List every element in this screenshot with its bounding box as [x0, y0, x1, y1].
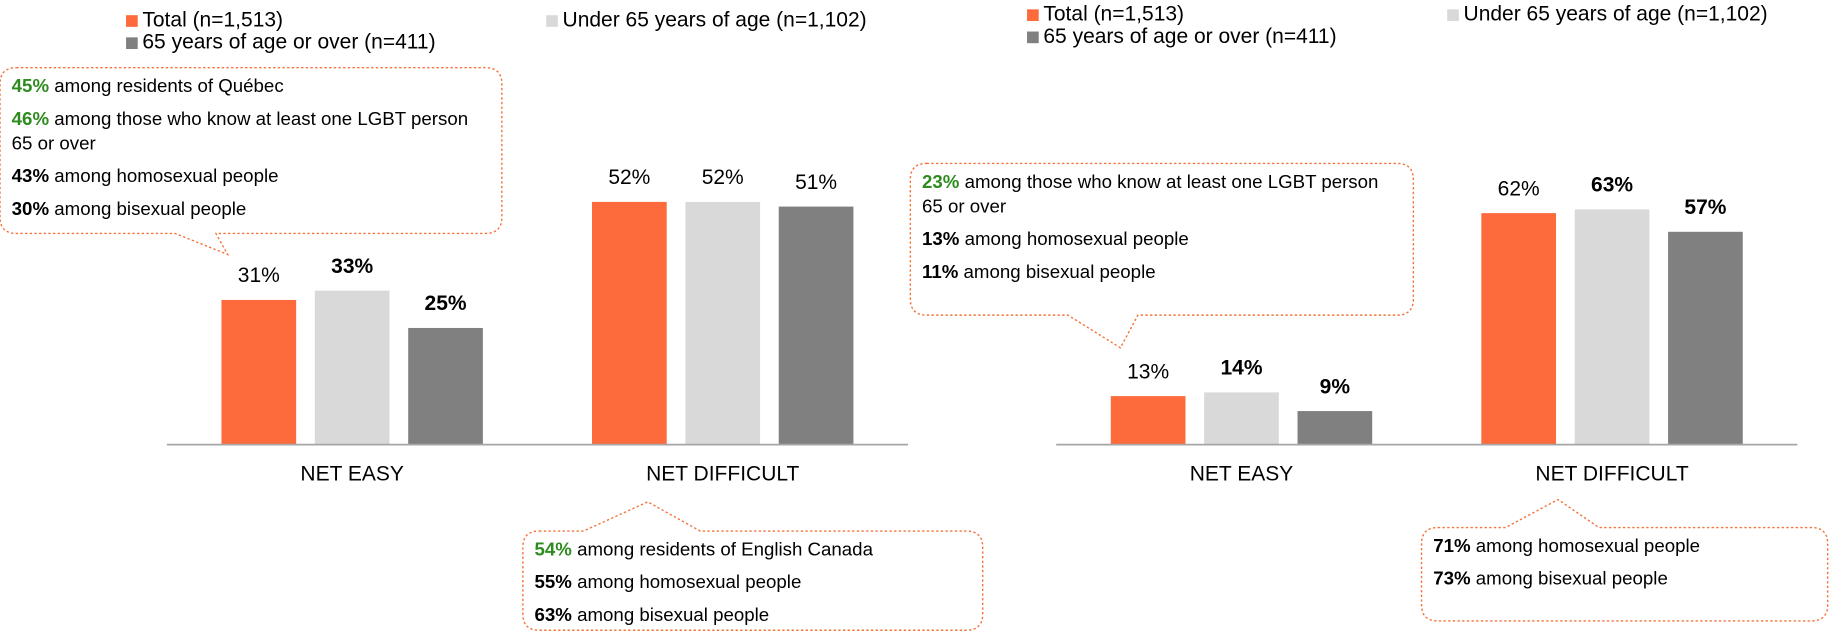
legend-label: 65 years of age or over (n=411) [142, 31, 435, 54]
callout-text: 23% among those who know at least one LG… [922, 170, 1404, 284]
legend-swatch [1027, 9, 1039, 22]
callout-box [0, 67, 503, 256]
callout-text-part: among homosexual people [964, 229, 1189, 250]
x-tick-label: NET EASY [300, 463, 403, 486]
callout-item: 13% among homosexual people [922, 228, 1404, 253]
callout-text-part: among homosexual people [1475, 536, 1701, 557]
legend-swatch [546, 15, 558, 27]
callout-text-part: among those who know at least one LGBT p… [922, 172, 1379, 218]
bar [1574, 209, 1650, 445]
callout-text-part: among homosexual people [577, 573, 802, 593]
x-tick-label: NET DIFFICULT [646, 463, 799, 486]
callout-item: 30% among bisexual people [12, 197, 493, 222]
bar [1668, 231, 1743, 445]
callout-item: 73% among bisexual people [1433, 567, 1818, 592]
data-label: 14% [1220, 357, 1262, 380]
chart: Total (n=1,513) Under 65 years of age (n=… [909, 3, 1829, 622]
callout-item: 43% among homosexual people [12, 165, 493, 190]
callout-text-part: among bisexual people [963, 262, 1156, 283]
callout-value: 45% [11, 77, 50, 97]
callout-text-part: among bisexual people [577, 605, 770, 626]
callout-item: 63% among bisexual people [535, 603, 974, 628]
callout-value: 55% [534, 573, 572, 593]
callout-box [909, 162, 1415, 349]
callout-list: 71% among homosexual people 73% among bis… [1433, 535, 1818, 592]
legend-label: Under 65 years of age (n=1,102) [1464, 3, 1768, 26]
callout-item: 71% among homosexual people [1433, 535, 1818, 560]
callout-text-part: among bisexual people [54, 199, 247, 220]
legend-label: Total (n=1,513) [142, 9, 283, 32]
data-label: 62% [1498, 177, 1540, 200]
data-label: 51% [795, 171, 837, 194]
callout-text-part: among bisexual people [1475, 569, 1668, 590]
data-label: 9% [1320, 375, 1351, 398]
data-label: 13% [1127, 360, 1169, 383]
callout-value: 11% [922, 262, 959, 283]
legend-swatch [1027, 31, 1039, 44]
bar [1481, 213, 1557, 445]
bar [1204, 392, 1279, 445]
bar [1297, 411, 1373, 445]
legend-label: Total (n=1,513) [1043, 3, 1184, 26]
x-tick-label: NET DIFFICULT [1535, 463, 1688, 486]
callout-value: 46% [11, 109, 50, 130]
legend-label: 65 years of age or over (n=411) [1043, 25, 1336, 48]
data-label: 25% [425, 292, 467, 315]
callout-value: 73% [1433, 569, 1471, 590]
callout-list: 45% among residents of Québec 46% among t… [12, 75, 493, 222]
callout-list: 54% among residents of English Canada 55%… [535, 538, 974, 628]
legend-swatch [126, 15, 138, 27]
x-tick-label: NET EASY [1190, 463, 1293, 486]
legend-label: Under 65 years of age (n=1,102) [563, 9, 867, 32]
bar [1110, 396, 1186, 445]
bar [221, 299, 297, 445]
legend-swatch [126, 37, 138, 50]
callout-value: 30% [11, 199, 50, 220]
callout-value: 23% [922, 172, 960, 193]
bar [408, 327, 483, 445]
callout-list: 23% among those who know at least one LG… [922, 170, 1404, 284]
callout-text-part: among those who know at least one LGBT p… [11, 109, 469, 155]
bar [314, 290, 390, 445]
legend-swatch [1447, 9, 1459, 22]
data-label: 31% [238, 264, 280, 287]
callout-item: 55% among homosexual people [535, 571, 974, 596]
data-label: 33% [331, 255, 373, 278]
data-label: 63% [1591, 174, 1633, 197]
callout-value: 54% [534, 540, 572, 561]
callout-value: 43% [11, 166, 50, 187]
callout-value: 63% [534, 605, 572, 626]
data-label: 57% [1684, 196, 1726, 219]
callout-box [1420, 498, 1829, 622]
callout-item: 11% among bisexual people [922, 260, 1404, 285]
bar [778, 206, 854, 445]
data-label: 52% [702, 166, 744, 189]
callout-item: 45% among residents of Québec [12, 75, 493, 100]
callout-item: 54% among residents of English Canada [535, 538, 974, 563]
bar [592, 201, 667, 445]
data-label: 52% [608, 166, 650, 189]
callout-value: 71% [1433, 536, 1471, 557]
bar [685, 201, 761, 445]
callout-item: 46% among those who know at least one LG… [12, 107, 493, 156]
callout-text: 54% among residents of English Canada55%… [535, 538, 974, 628]
callout-item: 23% among those who know at least one LG… [922, 170, 1404, 219]
callout-value: 13% [922, 229, 960, 250]
callout-text-part: among homosexual people [54, 166, 279, 187]
callout-box [522, 501, 984, 631]
callout-text-part: among residents of English Canada [577, 540, 873, 561]
callout-text-part: among residents of Québec [54, 77, 284, 97]
chart: Total (n=1,513) Under 65 years of age (n=… [0, 9, 984, 631]
